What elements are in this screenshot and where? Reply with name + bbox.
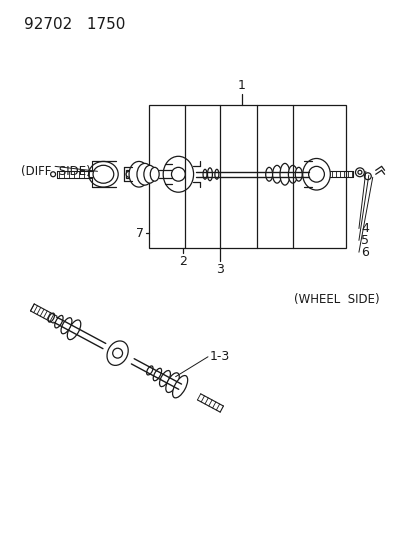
Ellipse shape [137, 164, 152, 185]
Circle shape [126, 171, 132, 177]
Text: 3: 3 [215, 263, 223, 276]
Ellipse shape [279, 164, 289, 185]
Ellipse shape [48, 313, 55, 322]
Ellipse shape [166, 373, 179, 392]
Text: 1-3: 1-3 [209, 350, 230, 364]
Circle shape [50, 172, 55, 177]
Ellipse shape [272, 165, 281, 183]
Circle shape [112, 348, 122, 358]
Text: 92702   1750: 92702 1750 [24, 18, 126, 33]
Ellipse shape [107, 341, 128, 366]
Ellipse shape [214, 169, 218, 179]
Ellipse shape [202, 169, 206, 179]
Ellipse shape [294, 167, 301, 181]
Text: 6: 6 [360, 246, 368, 259]
Text: (WHEEL  SIDE): (WHEEL SIDE) [293, 293, 379, 306]
Circle shape [308, 166, 324, 182]
Bar [126, 174, 131, 178]
Text: 5: 5 [360, 234, 368, 247]
Ellipse shape [143, 165, 155, 183]
Ellipse shape [265, 167, 272, 181]
Bar [148, 105, 345, 248]
Ellipse shape [163, 156, 193, 192]
Text: (DIFF  SIDE): (DIFF SIDE) [21, 165, 90, 178]
Ellipse shape [129, 161, 148, 187]
Ellipse shape [153, 368, 161, 381]
Ellipse shape [207, 168, 212, 181]
Ellipse shape [67, 320, 81, 340]
Circle shape [363, 173, 370, 180]
Ellipse shape [61, 318, 72, 334]
Ellipse shape [302, 158, 330, 190]
Ellipse shape [172, 376, 187, 398]
Ellipse shape [159, 370, 170, 386]
Ellipse shape [88, 161, 118, 187]
Ellipse shape [146, 366, 153, 375]
Text: 4: 4 [360, 222, 368, 235]
Ellipse shape [288, 165, 297, 183]
Circle shape [355, 168, 363, 177]
Ellipse shape [93, 165, 114, 183]
Text: 7: 7 [135, 227, 143, 240]
Bar [126, 171, 131, 174]
Ellipse shape [55, 316, 63, 328]
Ellipse shape [150, 167, 159, 181]
Text: 2: 2 [179, 255, 187, 268]
Circle shape [357, 171, 361, 174]
Text: 1: 1 [237, 79, 245, 92]
Circle shape [171, 167, 185, 181]
